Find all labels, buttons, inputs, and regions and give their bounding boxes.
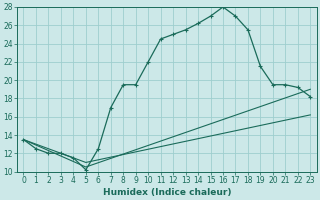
X-axis label: Humidex (Indice chaleur): Humidex (Indice chaleur) — [103, 188, 231, 197]
